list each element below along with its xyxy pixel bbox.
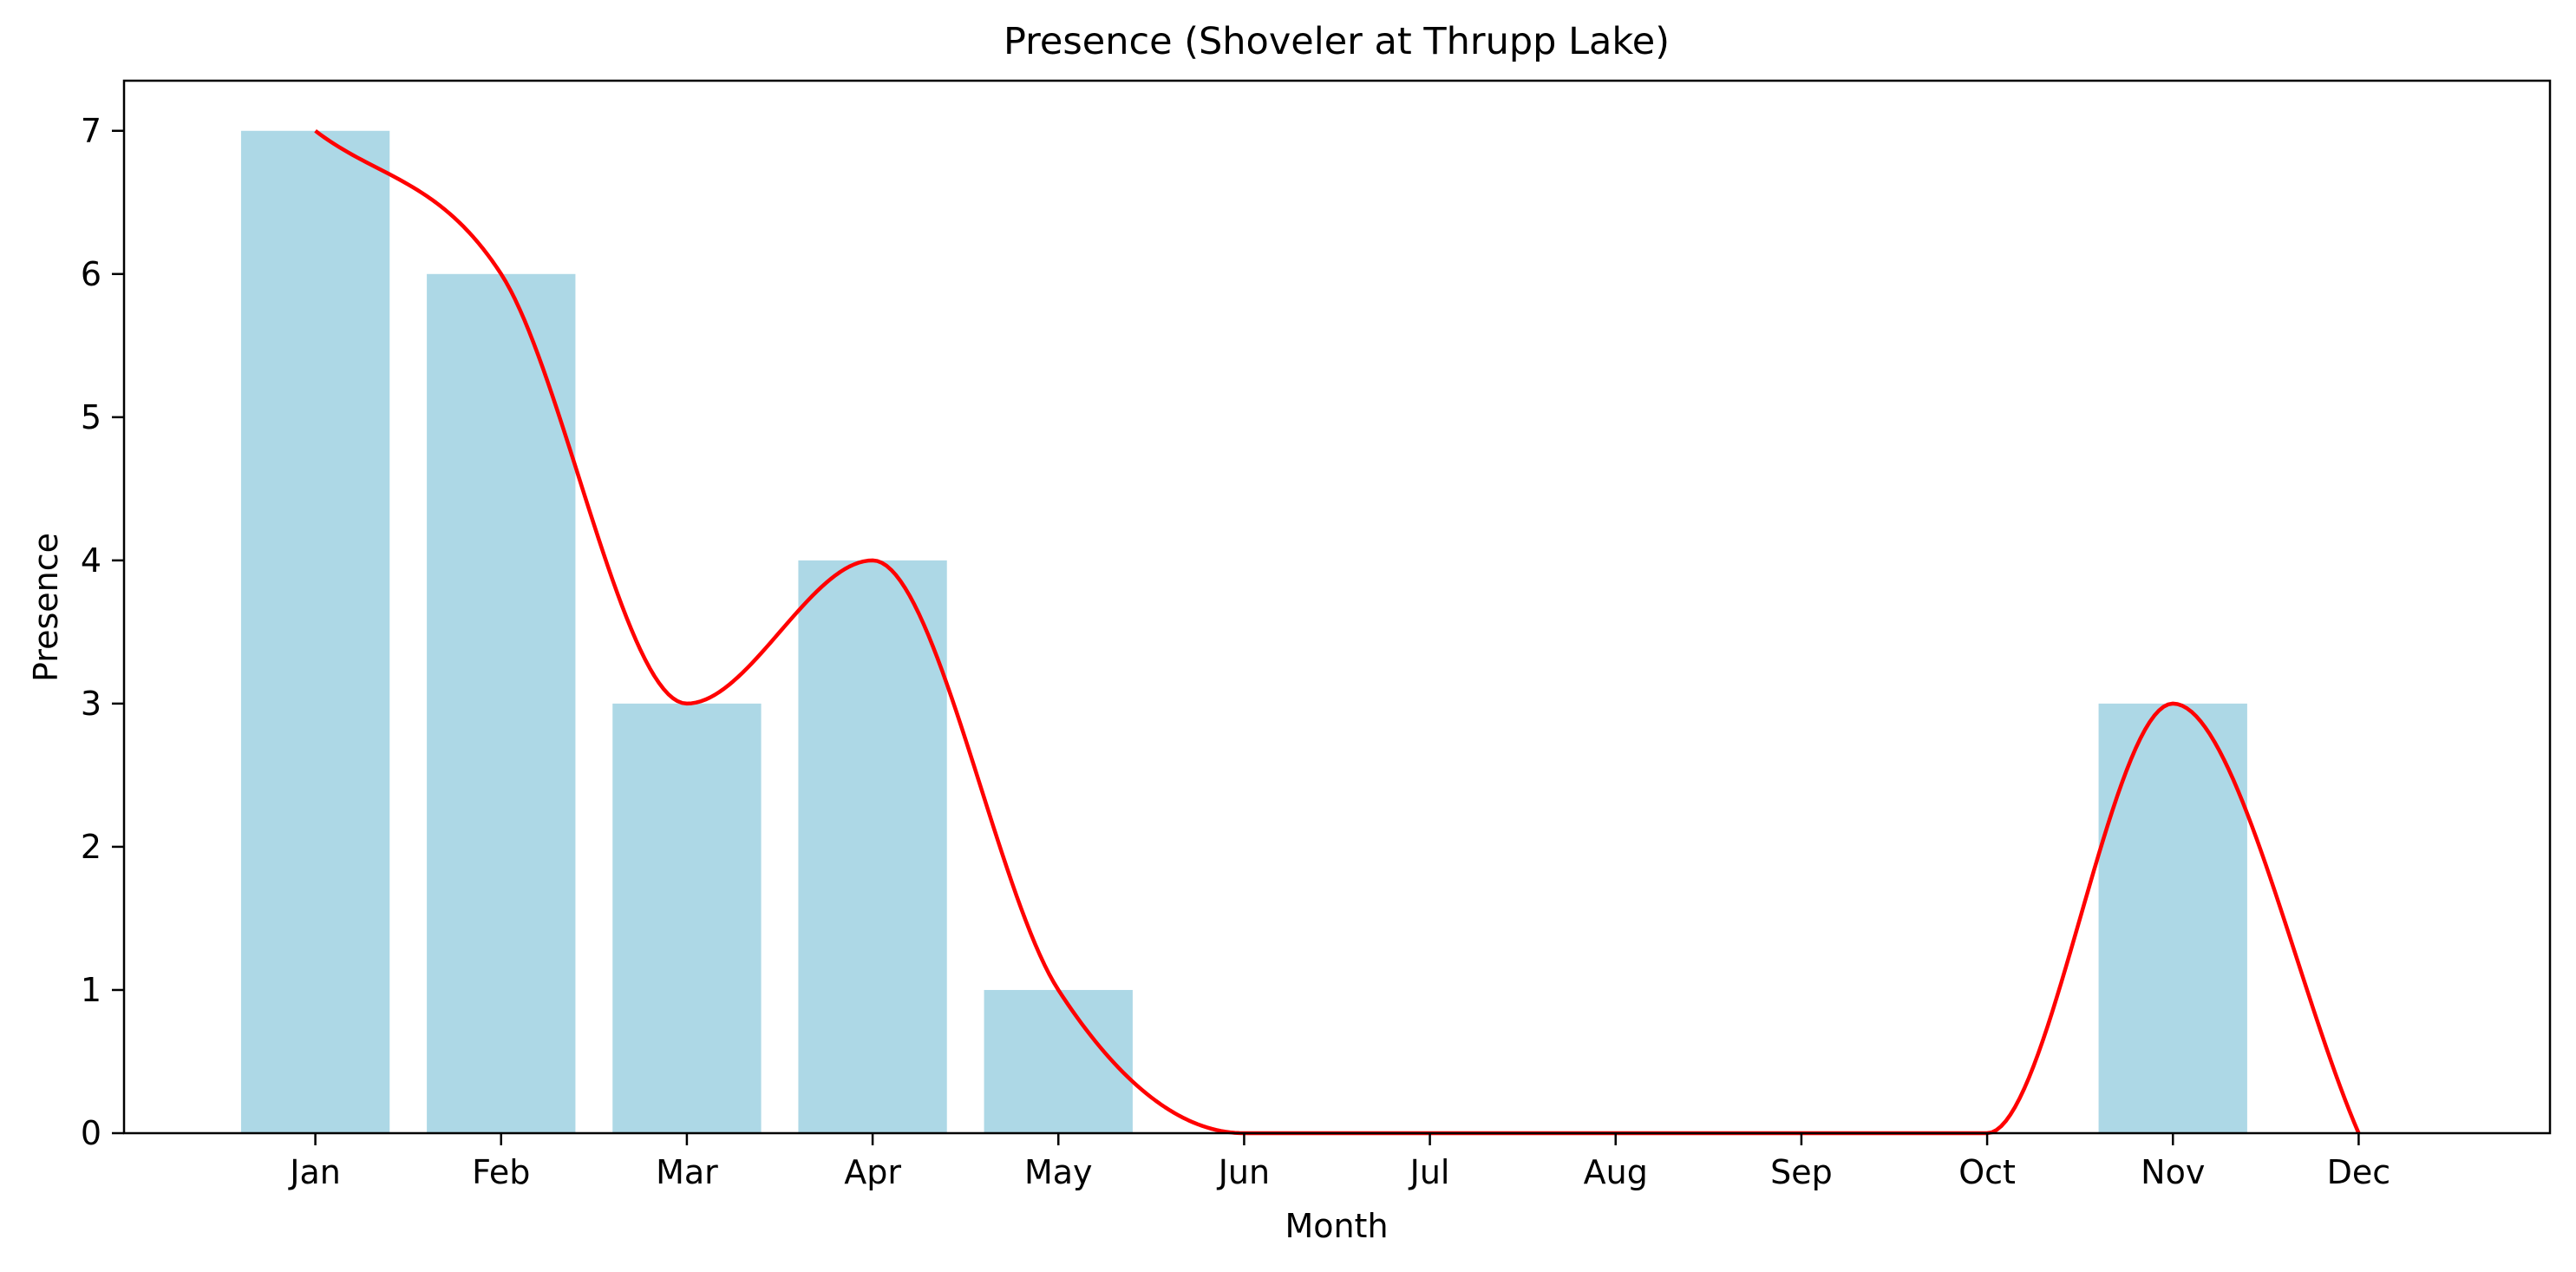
bar-feb xyxy=(427,273,576,1134)
x-tick-label-mar: Mar xyxy=(656,1153,718,1191)
y-tick-label-6: 6 xyxy=(81,255,101,293)
x-axis-label: Month xyxy=(1285,1207,1388,1245)
x-axis-ticks: Jan Feb Mar Apr May Jun Jul Aug Sep Oct Nov Dec xyxy=(288,1133,2390,1191)
bar-apr xyxy=(798,560,947,1133)
x-tick-label-may: May xyxy=(1024,1153,1093,1191)
y-axis-label: Presence xyxy=(27,533,65,682)
y-tick-label-0: 0 xyxy=(81,1114,101,1152)
x-tick-label-jul: Jul xyxy=(1409,1153,1450,1191)
bars-layer xyxy=(240,130,2247,1134)
y-axis-ticks: 0 1 2 3 4 5 6 7 xyxy=(81,112,124,1152)
y-tick-label-3: 3 xyxy=(81,685,101,723)
x-tick-label-apr: Apr xyxy=(844,1153,901,1191)
x-tick-label-sep: Sep xyxy=(1770,1153,1833,1191)
x-tick-label-aug: Aug xyxy=(1584,1153,1648,1191)
y-tick-label-5: 5 xyxy=(81,398,101,436)
x-tick-label-jun: Jun xyxy=(1217,1153,1270,1191)
x-tick-label-nov: Nov xyxy=(2141,1153,2205,1191)
bar-mar xyxy=(612,703,762,1133)
bar-jan xyxy=(240,130,390,1133)
x-tick-label-oct: Oct xyxy=(1958,1153,2016,1191)
y-tick-label-2: 2 xyxy=(81,828,101,866)
plot-frame xyxy=(122,79,2552,1135)
x-tick-label-dec: Dec xyxy=(2327,1153,2391,1191)
x-tick-label-feb: Feb xyxy=(472,1153,530,1191)
bar-may xyxy=(984,989,1133,1133)
y-tick-label-1: 1 xyxy=(81,971,101,1009)
y-tick-label-4: 4 xyxy=(81,541,101,580)
chart-title: Presence (Shoveler at Thrupp Lake) xyxy=(1004,20,1670,63)
x-tick-label-jan: Jan xyxy=(288,1153,341,1191)
y-tick-label-7: 7 xyxy=(81,112,101,150)
bar-nov xyxy=(2098,703,2247,1133)
